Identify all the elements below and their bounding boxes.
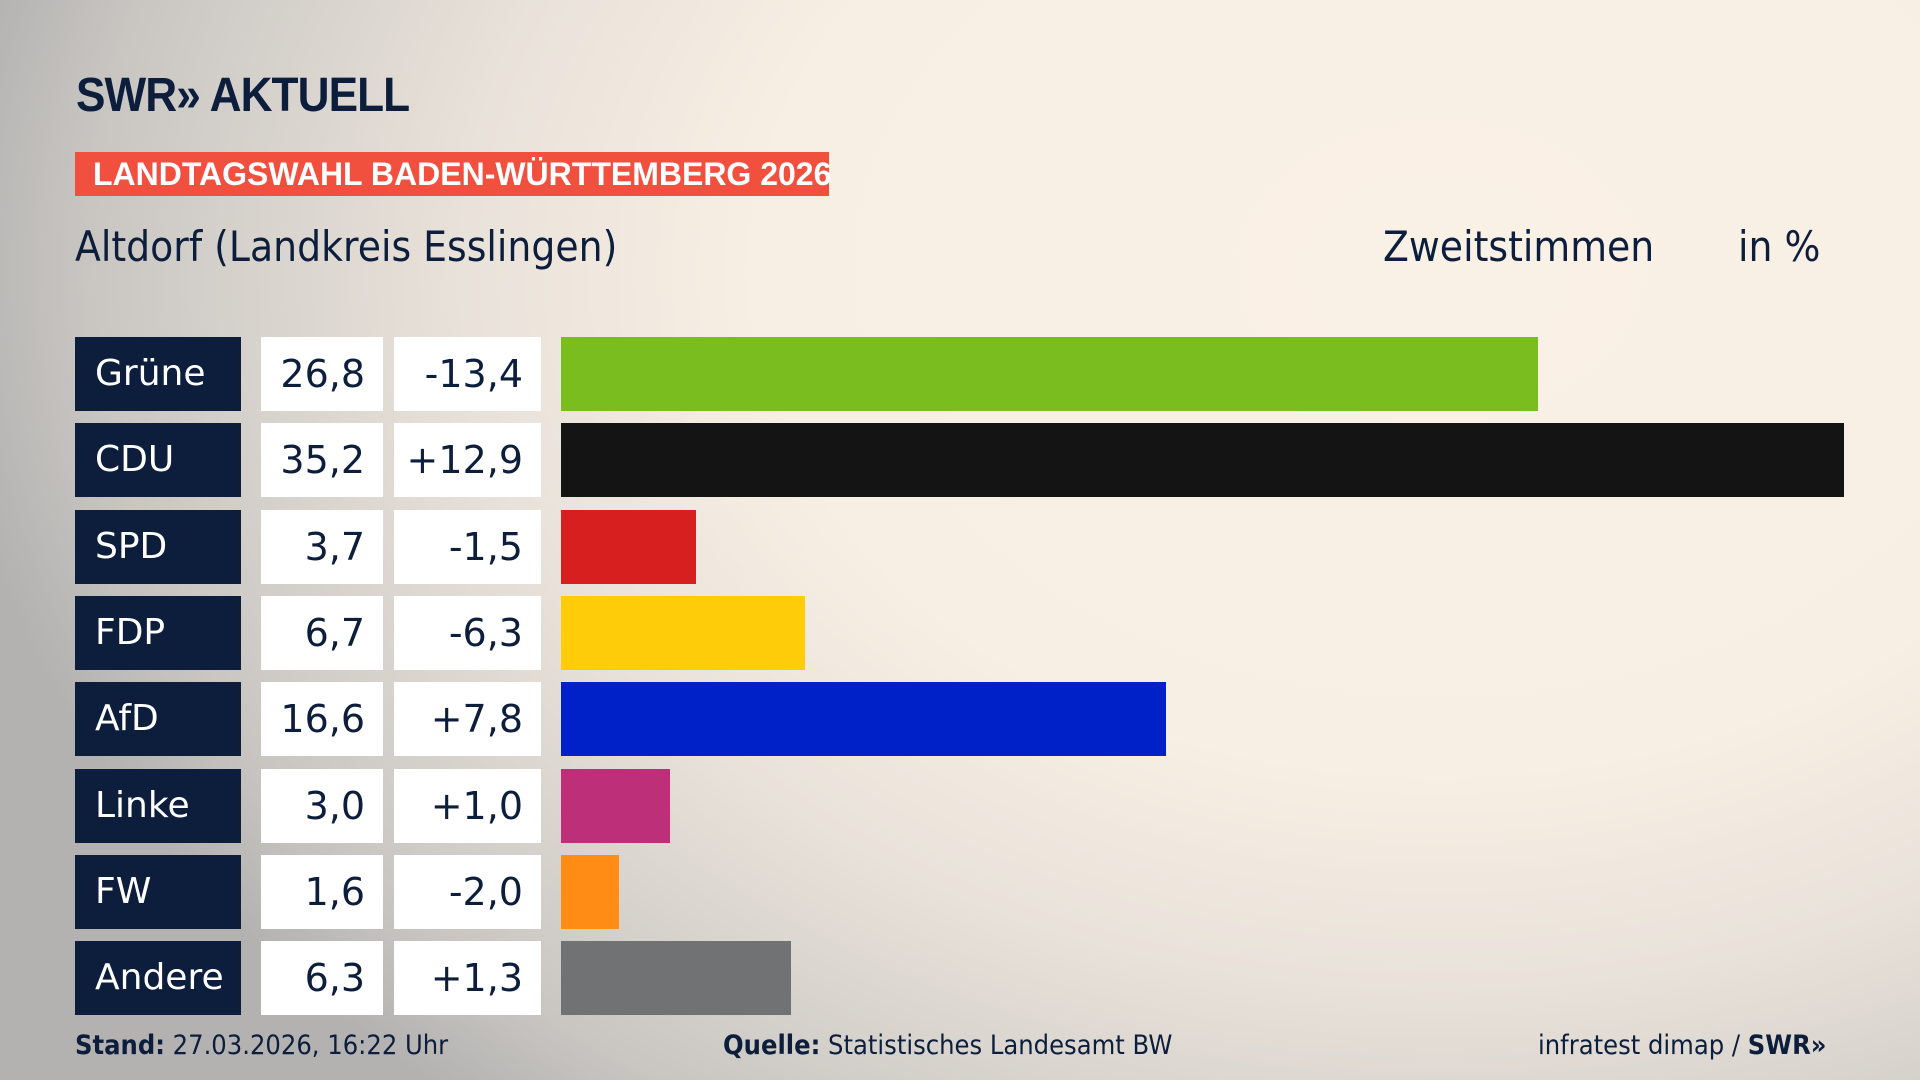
result-row: Grüne 26,8 -13,4 — [0, 337, 1920, 411]
timestamp: Stand: 27.03.2026, 16:22 Uhr — [75, 1030, 448, 1061]
vote-change: -2,0 — [394, 854, 541, 929]
result-row: FDP 6,7 -6,3 — [0, 595, 1920, 670]
result-row: FW 1,6 -2,0 — [0, 854, 1920, 929]
region-title: Altdorf (Landkreis Esslingen) — [75, 222, 618, 271]
vote-share: 6,3 — [261, 941, 383, 1016]
bar-fw — [561, 854, 620, 929]
vote-change: -1,5 — [394, 509, 541, 584]
source: Quelle: Statistisches Landesamt BW — [723, 1030, 1172, 1061]
vote-change: +12,9 — [394, 423, 541, 498]
swr-aktuell-logo: SWR» AKTUELL — [76, 69, 410, 122]
bar-afd — [561, 682, 1167, 757]
election-banner: LANDTAGSWAHL BADEN-WÜRTTEMBERG 2026 — [75, 152, 831, 196]
party-label: FDP — [75, 595, 241, 670]
vote-share: 6,7 — [261, 595, 383, 670]
bar-spd — [561, 509, 696, 584]
bar-fdp — [561, 595, 806, 670]
bar-grne — [561, 337, 1538, 411]
vote-share: 1,6 — [261, 854, 383, 929]
vote-share: 35,2 — [261, 423, 383, 498]
party-label: CDU — [75, 423, 241, 498]
result-row: Linke 3,0 +1,0 — [0, 768, 1920, 843]
result-row: Andere 6,3 +1,3 — [0, 941, 1920, 1016]
bar-linke — [561, 768, 671, 843]
party-label: Linke — [75, 768, 241, 843]
vote-share: 16,6 — [261, 682, 383, 757]
vote-share: 3,7 — [261, 509, 383, 584]
vote-change: +1,3 — [394, 941, 541, 1016]
party-label: SPD — [75, 509, 241, 584]
vote-share: 3,0 — [261, 768, 383, 843]
stand-value: 27.03.2026, 16:22 Uhr — [172, 1030, 449, 1061]
vote-share: 26,8 — [261, 337, 383, 411]
result-row: SPD 3,7 -1,5 — [0, 509, 1920, 584]
vote-change: -13,4 — [394, 337, 541, 411]
source-label: Quelle: — [723, 1030, 821, 1061]
result-row: AfD 16,6 +7,8 — [0, 682, 1920, 757]
party-label: FW — [75, 854, 241, 929]
bar-andere — [561, 941, 791, 1016]
bar-cdu — [561, 423, 1844, 498]
party-label: AfD — [75, 682, 241, 757]
party-label: Grüne — [75, 337, 241, 411]
vote-change: -6,3 — [394, 595, 541, 670]
credit: infratest dimap / SWR» — [1538, 1030, 1827, 1061]
measure-label: Zweitstimmen — [1383, 222, 1655, 271]
vote-change: +1,0 — [394, 768, 541, 843]
result-row: CDU 35,2 +12,9 — [0, 423, 1920, 498]
credit-text: infratest dimap / — [1538, 1030, 1748, 1061]
vote-change: +7,8 — [394, 682, 541, 757]
swr-logo: SWR» — [1747, 1030, 1827, 1061]
source-value: Statistisches Landesamt BW — [828, 1030, 1173, 1061]
party-label: Andere — [75, 941, 241, 1016]
stand-label: Stand: — [75, 1030, 165, 1061]
unit-label: in % — [1738, 222, 1821, 271]
